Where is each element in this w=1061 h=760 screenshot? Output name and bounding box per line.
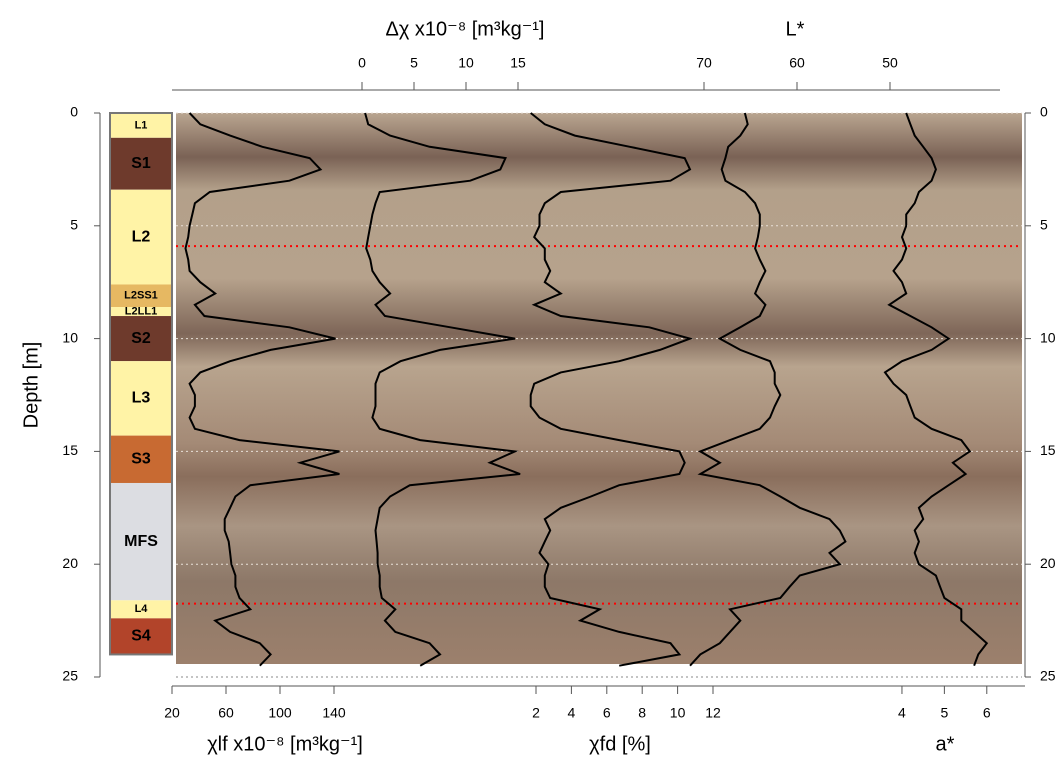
x-tick-label: 4: [898, 705, 906, 721]
strat-unit: [110, 113, 172, 138]
strat-unit: [110, 361, 172, 436]
y-tick-label: 10: [62, 329, 78, 345]
strat-unit: [110, 307, 172, 317]
x-axis-title: Δχ x10⁻⁸ [m³kg⁻¹]: [386, 18, 545, 40]
strat-unit: [110, 435, 172, 483]
core-photo: [176, 113, 1022, 664]
y-tick-label: 0: [70, 104, 78, 120]
x-tick-label: 100: [268, 705, 292, 721]
x-tick-label: 10: [670, 705, 686, 721]
strat-unit-label: S1: [131, 155, 151, 172]
y-tick-label-right: 15: [1040, 442, 1056, 458]
profile-line: [689, 112, 847, 667]
strat-unit: [110, 600, 172, 619]
y-tick-label-right: 0: [1040, 104, 1048, 120]
x-axis-title: χlf x10⁻⁸ [m³kg⁻¹]: [207, 733, 363, 755]
y-tick-label: 5: [70, 217, 78, 233]
x-tick-label: 10: [458, 55, 474, 71]
strat-unit: [110, 137, 172, 190]
strat-unit: [110, 316, 172, 362]
profile-line: [883, 112, 989, 667]
strat-unit: [110, 189, 172, 285]
x-axis-title: a*: [936, 733, 955, 755]
profile-line: [529, 112, 694, 667]
strat-unit-label: S4: [131, 628, 151, 645]
y-tick-label-right: 20: [1040, 555, 1056, 571]
x-tick-label: 8: [638, 705, 646, 721]
x-tick-label: 2: [532, 705, 540, 721]
strat-unit: [110, 482, 172, 601]
x-tick-label: 20: [164, 705, 180, 721]
strat-unit-label: L2SS1: [124, 290, 158, 302]
x-tick-label: 5: [940, 705, 948, 721]
profile-line: [184, 112, 340, 667]
strat-unit-label: S3: [131, 451, 151, 468]
y-tick-label-right: 25: [1040, 668, 1056, 684]
y-axis-title: Depth [m]: [20, 342, 42, 429]
y-tick-label-right: 5: [1040, 217, 1048, 233]
x-tick-label: 70: [696, 55, 712, 71]
x-tick-label: 60: [789, 55, 805, 71]
y-tick-label: 15: [62, 442, 78, 458]
strat-unit-label: L1: [135, 119, 148, 131]
strat-unit: [110, 618, 172, 655]
x-tick-label: 6: [983, 705, 991, 721]
x-tick-label: 140: [322, 705, 346, 721]
x-axis-title: χfd [%]: [589, 733, 651, 755]
y-tick-label: 20: [62, 555, 78, 571]
x-tick-label: 4: [568, 705, 576, 721]
strat-unit-label: L2: [132, 228, 151, 245]
strat-unit: [110, 284, 172, 308]
x-tick-label: 50: [882, 55, 898, 71]
strat-unit-label: L2LL1: [125, 305, 157, 317]
x-tick-label: 5: [410, 55, 418, 71]
strat-column-frame: [109, 112, 173, 656]
y-tick-label: 25: [62, 668, 78, 684]
strat-unit-label: MFS: [124, 533, 158, 550]
strat-unit-label: L4: [135, 603, 149, 615]
x-tick-label: 12: [705, 705, 721, 721]
x-tick-label: 6: [603, 705, 611, 721]
y-tick-label-right: 10: [1040, 329, 1056, 345]
strat-unit-label: L3: [132, 390, 151, 407]
profile-line: [364, 112, 521, 667]
x-tick-label: 60: [218, 705, 234, 721]
x-tick-label: 0: [358, 55, 366, 71]
strat-unit-label: S2: [131, 330, 151, 347]
x-tick-label: 15: [510, 55, 526, 71]
x-axis-title: L*: [786, 18, 805, 40]
